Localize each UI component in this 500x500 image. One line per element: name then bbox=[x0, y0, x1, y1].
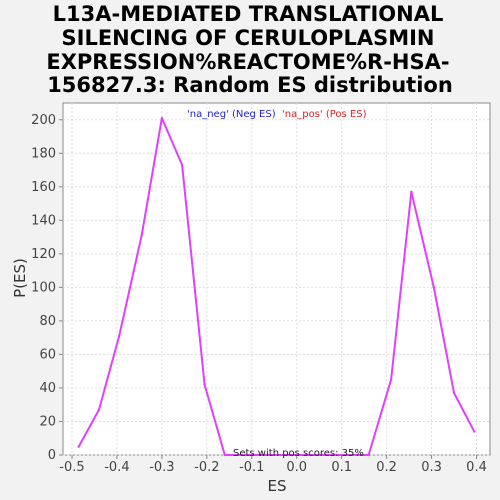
x-tick-label: -0.3 bbox=[149, 460, 174, 475]
y-tick-label: 20 bbox=[39, 414, 56, 429]
x-tick-label: 0.0 bbox=[286, 460, 307, 475]
data-point bbox=[473, 430, 476, 433]
data-point bbox=[452, 391, 456, 395]
y-tick-label: 80 bbox=[39, 314, 56, 329]
data-point bbox=[432, 286, 436, 289]
chart-title: L13A-MEDIATED TRANSLATIONAL SILENCING OF… bbox=[46, 2, 452, 97]
data-point bbox=[97, 408, 101, 411]
x-tick-label: 0.2 bbox=[376, 460, 397, 475]
data-point bbox=[117, 334, 121, 338]
y-axis-label: P(ES) bbox=[11, 258, 29, 298]
x-axis-ticks: -0.5 -0.4 -0.3 -0.2 -0.1 0.0 0.1 0.2 0.3 0.4 bbox=[59, 455, 487, 475]
data-point bbox=[243, 453, 247, 457]
y-tick-label: 200 bbox=[31, 113, 56, 128]
data-point bbox=[160, 116, 164, 120]
title-line-2: SILENCING OF CERULOPLASMIN bbox=[62, 26, 435, 50]
y-tick-label: 180 bbox=[31, 146, 56, 161]
data-point bbox=[203, 383, 206, 386]
pos-scores-annotation: Sets with pos scores: 35% bbox=[233, 448, 364, 459]
y-tick-label: 140 bbox=[31, 213, 56, 228]
data-point bbox=[410, 190, 413, 194]
plot-area bbox=[62, 102, 491, 456]
data-point bbox=[389, 378, 393, 381]
series-layer bbox=[77, 116, 476, 457]
data-point bbox=[140, 234, 143, 237]
y-tick-label: 160 bbox=[31, 180, 56, 195]
y-tick-label: 0 bbox=[48, 448, 56, 463]
title-line-3: EXPRESSION%REACTOME%R-HSA- bbox=[46, 50, 449, 74]
title-line-1: L13A-MEDIATED TRANSLATIONAL bbox=[53, 2, 444, 26]
y-axis-ticks: 0 20 40 60 80 100 120 140 160 180 200 bbox=[31, 113, 63, 463]
x-tick-label: -0.2 bbox=[194, 460, 219, 475]
legend-item-neg: 'na_neg' (Neg ES) bbox=[187, 109, 276, 120]
data-point bbox=[180, 163, 184, 167]
y-tick-label: 40 bbox=[39, 381, 56, 396]
y-tick-label: 120 bbox=[31, 247, 56, 262]
x-tick-label: -0.5 bbox=[59, 460, 84, 475]
title-line-4: 156827.3: Random ES distribution bbox=[47, 73, 453, 97]
y-tick-label: 60 bbox=[39, 347, 56, 362]
x-tick-label: 0.1 bbox=[331, 460, 352, 475]
data-point bbox=[367, 453, 370, 457]
x-tick-label: -0.4 bbox=[104, 460, 129, 475]
legend-item-pos: 'na_pos' (Pos ES) bbox=[282, 109, 367, 120]
y-tick-label: 100 bbox=[31, 280, 56, 295]
data-point bbox=[223, 453, 227, 457]
data-point bbox=[77, 445, 80, 448]
x-axis-label: ES bbox=[268, 477, 287, 495]
legend: 'na_neg' (Neg ES) 'na_pos' (Pos ES) bbox=[187, 109, 367, 120]
x-tick-label: 0.3 bbox=[421, 460, 442, 475]
x-tick-label: -0.1 bbox=[239, 460, 264, 475]
x-tick-label: 0.4 bbox=[466, 460, 487, 475]
